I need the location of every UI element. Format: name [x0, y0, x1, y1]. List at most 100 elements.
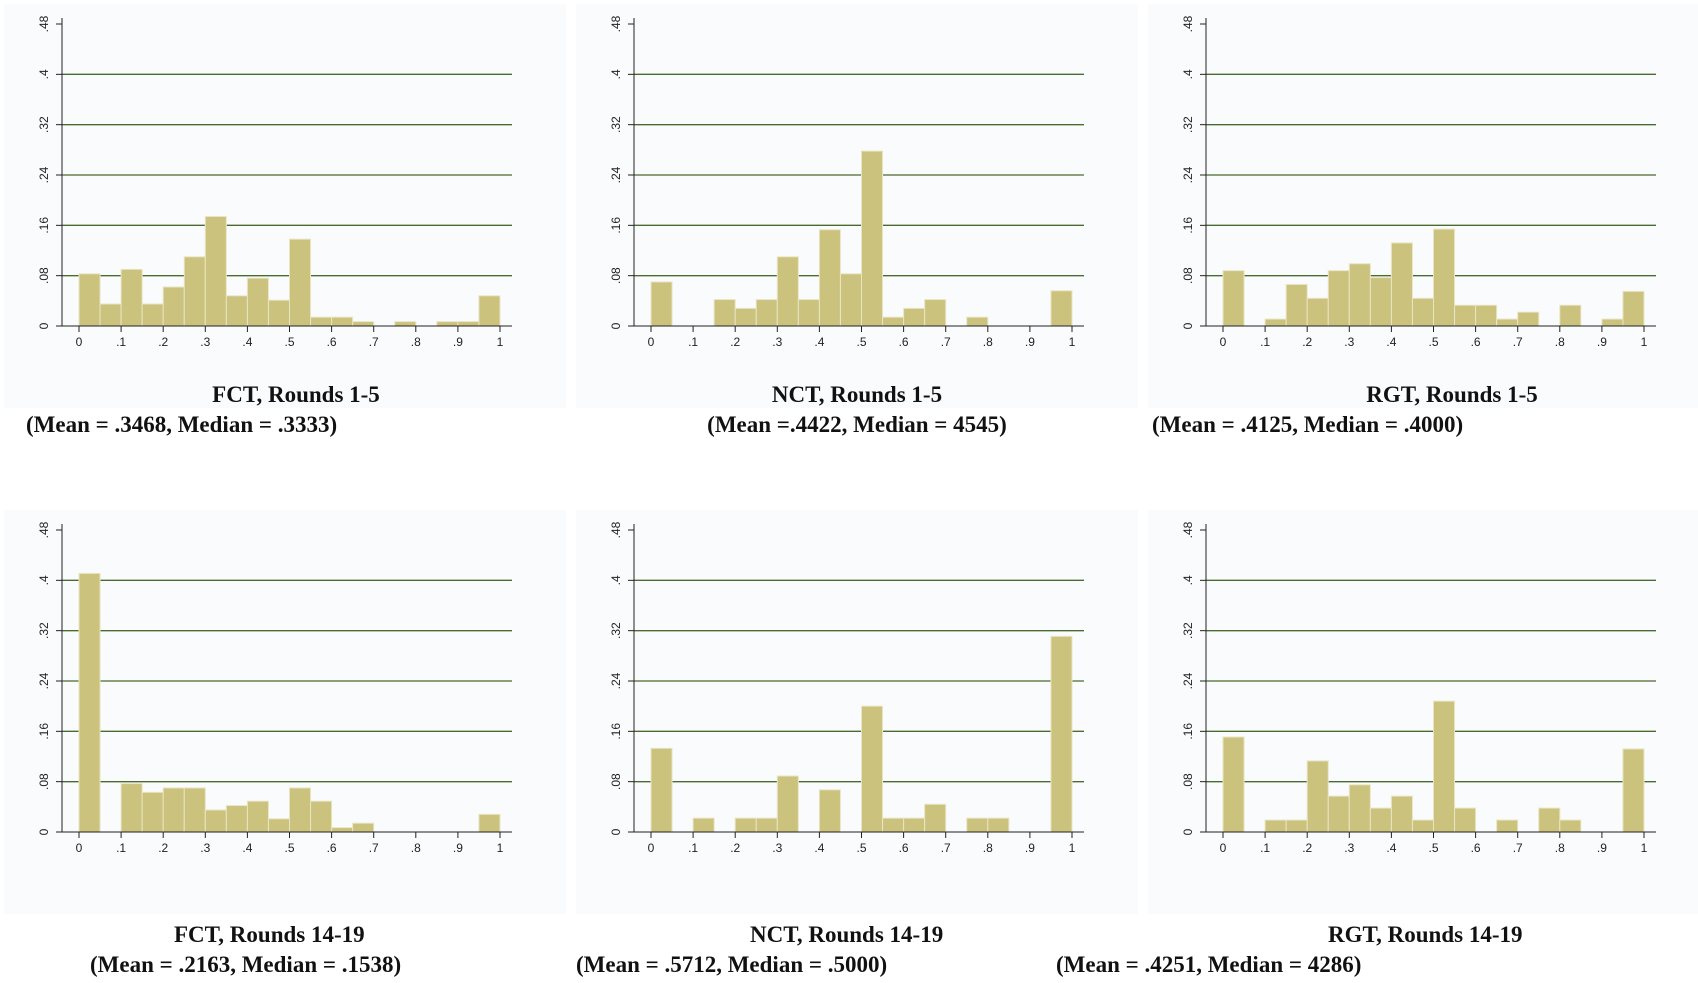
x-tick-label: .1	[688, 335, 698, 349]
x-tick-label: .3	[772, 841, 782, 855]
y-tick-label: .48	[609, 521, 623, 538]
bar	[289, 787, 312, 833]
x-tick-label: .3	[200, 335, 210, 349]
bar	[924, 803, 947, 833]
bar	[987, 817, 1010, 833]
x-tick-label: .4	[242, 335, 252, 349]
bar	[246, 800, 269, 833]
y-tick-label: .4	[37, 69, 51, 79]
x-tick-label: .4	[814, 335, 824, 349]
chart-title: NCT, Rounds 14-19	[750, 922, 944, 947]
x-tick-label: .5	[856, 335, 866, 349]
y-tick-label: .32	[609, 116, 623, 133]
x-tick-label: .9	[1025, 841, 1035, 855]
bar	[1538, 807, 1561, 833]
x-tick-label: .8	[983, 335, 993, 349]
bar	[1433, 700, 1456, 833]
x-tick-label: .4	[1386, 335, 1396, 349]
histogram-fct-rounds-1-5: 0 .08 .16 .24 .32 .4 .48 0 .1 .2 .3 .4 .5 .6 .7 .8 .9 1	[37, 15, 512, 349]
bar	[839, 273, 863, 327]
y-tick-label: .24	[37, 166, 51, 183]
x-tick-label: .4	[814, 841, 824, 855]
chart-panel-nct-rounds-1-5: 0 .08 .16 .24 .32 .4 .48 0 .1 .2 .3 .4 .5 .6 .7 .8 .9 1	[576, 4, 1138, 408]
chart-title: FCT, Rounds 14-19	[174, 922, 365, 947]
x-tick-label: .1	[116, 841, 126, 855]
y-tick-label: .32	[37, 116, 51, 133]
chart-panel-nct-rounds-14-19: 0 .08 .16 .24 .32 .4 .48 0 .1 .2 .3 .4 .5 .6 .7 .8 .9 1	[576, 510, 1138, 914]
y-tick-label: .08	[609, 267, 623, 284]
bar	[1390, 242, 1413, 327]
bar	[1222, 270, 1245, 327]
bar	[1050, 290, 1073, 327]
bar	[204, 809, 227, 833]
x-tick-label: .9	[453, 335, 463, 349]
x-tick-label: .5	[284, 335, 294, 349]
x-tick-label: 1	[1641, 335, 1648, 349]
bar	[861, 150, 884, 327]
y-tick-label: .24	[1181, 672, 1195, 689]
x-tick-label: 0	[76, 841, 83, 855]
x-tick-label: .1	[116, 335, 126, 349]
x-tick-label: .8	[1555, 841, 1565, 855]
y-tick-label: .4	[1181, 69, 1195, 79]
y-tick-label: .48	[1181, 521, 1195, 538]
x-tick-label: .7	[369, 841, 379, 855]
chart-panel-rgt-rounds-14-19: 0 .08 .16 .24 .32 .4 .48 0 .1 .2 .3 .4 .5 .6 .7 .8 .9 1	[1148, 510, 1698, 914]
x-tick-label: 0	[648, 335, 655, 349]
bar	[861, 705, 884, 833]
bar	[1411, 819, 1435, 833]
bar	[267, 299, 291, 327]
bar	[734, 307, 757, 327]
x-tick-label: .9	[1025, 335, 1035, 349]
bar	[1348, 784, 1371, 833]
bar	[1517, 311, 1540, 327]
bar	[78, 572, 101, 833]
y-tick-label: 0	[609, 828, 623, 835]
y-tick-label: .4	[1181, 575, 1195, 585]
bar	[162, 286, 185, 327]
chart-title: RGT, Rounds 14-19	[1328, 922, 1523, 947]
bar	[1222, 736, 1245, 833]
caption-rgt-rounds-14-19: RGT, Rounds 14-19 (Mean = .4251, Median …	[1056, 920, 1616, 980]
x-tick-label: .7	[1513, 841, 1523, 855]
bar	[1390, 795, 1413, 833]
bar	[478, 295, 501, 327]
bar	[1264, 819, 1287, 833]
bar	[225, 295, 248, 327]
chart-subtitle: (Mean =.4422, Median = 4545)	[707, 412, 1007, 437]
x-tick-label: 0	[1220, 841, 1227, 855]
y-tick-label: .4	[37, 575, 51, 585]
x-tick-label: .7	[369, 335, 379, 349]
bar	[1475, 304, 1498, 327]
caption-nct-rounds-14-19: NCT, Rounds 14-19 (Mean = .5712, Median …	[576, 920, 976, 980]
y-tick-label: 0	[1181, 828, 1195, 835]
bar	[331, 316, 354, 327]
x-tick-label: .3	[772, 335, 782, 349]
y-tick-label: .4	[609, 69, 623, 79]
bar	[310, 800, 333, 833]
x-tick-label: .6	[899, 335, 909, 349]
y-tick-label: 0	[37, 828, 51, 835]
bar	[1454, 807, 1477, 833]
caption-rgt-rounds-1-5: RGT, Rounds 1-5 (Mean = .4125, Median = …	[1152, 380, 1692, 440]
chart-title: FCT, Rounds 1-5	[212, 382, 380, 407]
y-tick-label: .16	[37, 723, 51, 740]
bar	[478, 813, 501, 833]
chart-subtitle: (Mean = .2163, Median = .1538)	[90, 952, 402, 977]
chart-subtitle: (Mean = .5712, Median = .5000)	[576, 952, 888, 977]
bar	[755, 817, 778, 833]
y-tick-label: .16	[609, 723, 623, 740]
y-tick-label: .08	[37, 773, 51, 790]
chart-title: RGT, Rounds 1-5	[1366, 382, 1538, 407]
caption-fct-rounds-1-5: FCT, Rounds 1-5 (Mean = .3468, Median = …	[26, 380, 566, 440]
bar	[1559, 304, 1582, 327]
caption-fct-rounds-14-19: FCT, Rounds 14-19 (Mean = .2163, Median …	[90, 920, 470, 980]
y-tick-label: .16	[37, 217, 51, 234]
x-tick-label: .9	[1597, 335, 1607, 349]
x-tick-label: .3	[1344, 841, 1354, 855]
x-tick-label: 1	[1069, 841, 1076, 855]
x-tick-label: 1	[497, 335, 504, 349]
y-tick-label: .48	[37, 15, 51, 32]
bar	[225, 805, 248, 833]
bar	[204, 216, 227, 327]
